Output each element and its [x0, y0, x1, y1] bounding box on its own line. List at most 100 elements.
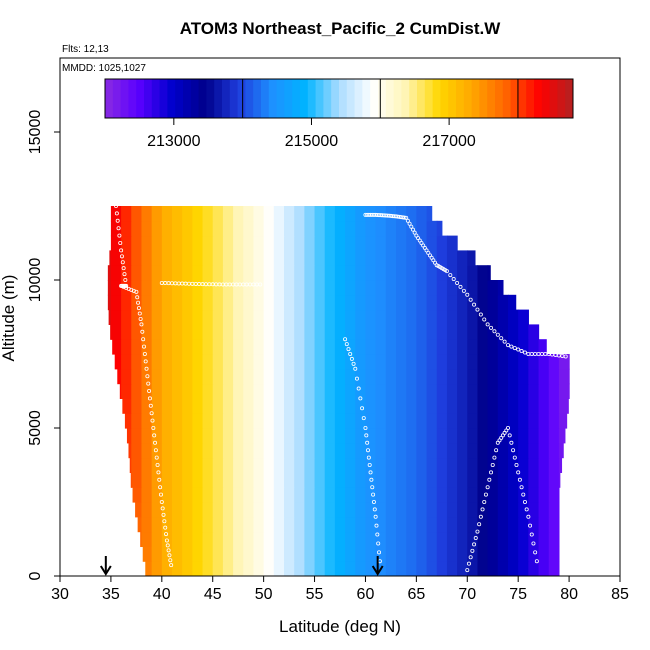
heatmap-cell [273, 250, 285, 266]
heatmap-cell [457, 413, 468, 429]
track-point [121, 266, 126, 271]
track-point [516, 470, 521, 475]
heatmap-cell [182, 220, 193, 237]
track-point [356, 386, 361, 391]
track-point [402, 215, 407, 220]
heatmap-cell [253, 220, 265, 237]
track-point [167, 553, 172, 558]
heatmap-cell [528, 354, 540, 370]
heatmap-cell [528, 487, 540, 503]
heatmap-cell [243, 457, 255, 473]
heatmap-cell [416, 235, 428, 251]
heatmap-cell [355, 487, 367, 503]
colorbar-segment [401, 79, 410, 118]
heatmap-cell [253, 354, 265, 370]
heatmap-cell [314, 235, 326, 251]
heatmap-cell [416, 383, 428, 399]
track-point [490, 462, 495, 467]
track-point [482, 499, 487, 504]
heatmap-cell [487, 383, 499, 399]
heatmap-cell [141, 516, 153, 533]
heatmap-cell [518, 487, 529, 503]
heatmap-cell [324, 280, 336, 296]
track-point [353, 366, 358, 371]
heatmap-cell [202, 457, 214, 473]
heatmap-cell [131, 235, 143, 251]
heatmap-cell [558, 354, 570, 370]
heatmap-cell [212, 531, 224, 547]
heatmap-cell [253, 502, 265, 518]
heatmap-cell [467, 442, 479, 459]
track-point [158, 492, 163, 497]
heatmap-cell [212, 561, 224, 576]
heatmap-cell [518, 413, 529, 429]
track-point [371, 492, 376, 497]
heatmap-cell [202, 428, 214, 444]
heatmap-cell [538, 383, 550, 399]
heatmap-cell [294, 280, 305, 296]
heatmap-cell [192, 220, 204, 237]
heatmap-cell [192, 442, 204, 459]
heatmap-cell [172, 250, 183, 266]
heatmap-cell [273, 294, 285, 311]
track-point [168, 558, 173, 563]
heatmap-cell [284, 487, 295, 503]
heatmap-cell [314, 531, 326, 547]
heatmap-cell [222, 235, 234, 251]
heatmap-cell [263, 354, 275, 370]
heatmap-cell [538, 472, 550, 488]
heatmap-cell [233, 413, 244, 429]
heatmap-cell [365, 339, 377, 355]
heatmap-cell [243, 324, 255, 340]
x-tick-label: 65 [407, 586, 425, 603]
heatmap-cell [355, 531, 367, 547]
heatmap-cell [375, 442, 387, 459]
heatmap-cell [436, 516, 448, 533]
heatmap-cell [140, 531, 143, 547]
track-point [499, 336, 504, 341]
heatmap-cell [212, 516, 224, 533]
heatmap-cell [416, 442, 428, 459]
heatmap-cell [304, 250, 316, 266]
heatmap-cell [446, 250, 458, 266]
heatmap-cell [233, 309, 244, 325]
heatmap-cell [497, 339, 509, 355]
heatmap-cell [182, 368, 193, 385]
heatmap-cell [538, 428, 550, 444]
heatmap-cell [151, 265, 163, 281]
heatmap-cell [161, 398, 173, 414]
y-tick-label: 10000 [27, 258, 44, 303]
heatmap-cell [172, 487, 183, 503]
heatmap-cell [487, 561, 499, 576]
heatmap-cell [182, 324, 193, 340]
heatmap-cell [107, 280, 112, 296]
heatmap-cell [558, 383, 570, 399]
heatmap-cell [426, 368, 438, 385]
heatmap-cell [375, 324, 387, 340]
heatmap-cell [457, 531, 468, 547]
heatmap-cell [497, 442, 509, 459]
heatmap-cell [406, 531, 417, 547]
heatmap-cell [426, 531, 438, 547]
heatmap-cell [192, 428, 204, 444]
heatmap-cell [182, 354, 193, 370]
track-point [502, 339, 507, 344]
heatmap-cell [487, 516, 499, 533]
colorbar-segment [300, 79, 309, 118]
heatmap-cell [396, 294, 407, 311]
heatmap-cell [396, 472, 407, 488]
track-point [522, 499, 527, 504]
heatmap-cell [273, 280, 285, 296]
heatmap-cell [355, 413, 367, 429]
heatmap-cell [528, 457, 540, 473]
heatmap-cell [334, 561, 346, 576]
heatmap-cell [345, 487, 356, 503]
heatmap-cell [314, 250, 326, 266]
heatmap-cell [294, 294, 305, 311]
heatmap-cell [284, 531, 295, 547]
heatmap-cell [314, 383, 326, 399]
heatmap-cell [243, 339, 255, 355]
heatmap-cell [518, 324, 529, 340]
heatmap-cell [548, 472, 560, 488]
heatmap-cell [233, 383, 244, 399]
